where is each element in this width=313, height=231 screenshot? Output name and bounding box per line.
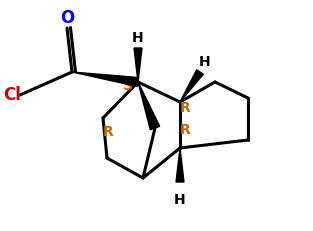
Text: Cl: Cl xyxy=(3,86,21,104)
Polygon shape xyxy=(138,82,160,130)
Polygon shape xyxy=(180,70,203,102)
Text: H: H xyxy=(199,55,211,69)
Text: H: H xyxy=(174,193,186,207)
Text: S: S xyxy=(123,79,133,93)
Text: R: R xyxy=(180,123,190,137)
Text: O: O xyxy=(60,9,74,27)
Polygon shape xyxy=(176,148,184,182)
Text: R: R xyxy=(180,101,190,115)
Polygon shape xyxy=(134,48,142,82)
Text: H: H xyxy=(132,31,144,45)
Text: R: R xyxy=(103,125,113,139)
Polygon shape xyxy=(72,72,139,86)
